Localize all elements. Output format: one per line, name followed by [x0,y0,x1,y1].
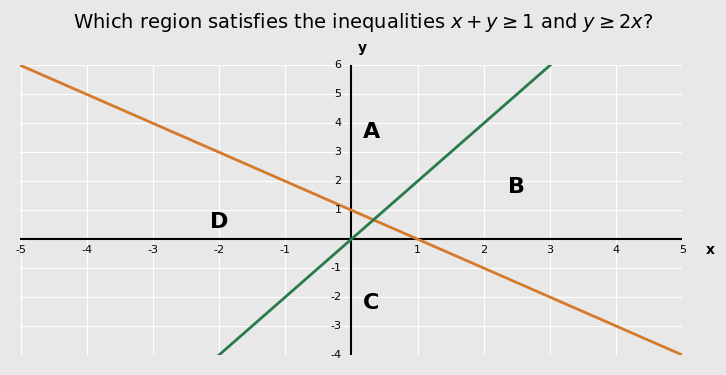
Text: B: B [508,177,526,197]
Text: C: C [363,293,380,313]
Text: -1: -1 [330,263,341,273]
Text: -2: -2 [213,245,224,255]
Text: -3: -3 [330,321,341,331]
Text: 2: 2 [480,245,487,255]
Text: -2: -2 [330,292,341,302]
Text: 3: 3 [335,147,341,157]
Text: 1: 1 [335,205,341,215]
Text: 5: 5 [679,245,686,255]
Text: A: A [362,122,380,142]
Text: 5: 5 [335,89,341,99]
Text: -3: -3 [147,245,158,255]
Text: -5: -5 [15,245,26,255]
Text: 4: 4 [335,118,341,128]
Text: -4: -4 [81,245,92,255]
Text: 6: 6 [335,60,341,70]
Text: -1: -1 [280,245,290,255]
Text: y: y [358,41,367,55]
Text: 2: 2 [335,176,341,186]
Text: x: x [706,243,714,258]
Text: 4: 4 [613,245,620,255]
Text: 3: 3 [547,245,553,255]
Text: Which region satisfies the inequalities $x + y \geq 1$ and $y \geq 2x$?: Which region satisfies the inequalities … [73,11,653,34]
Text: -4: -4 [330,350,341,360]
Text: 1: 1 [414,245,421,255]
Text: D: D [210,212,228,232]
